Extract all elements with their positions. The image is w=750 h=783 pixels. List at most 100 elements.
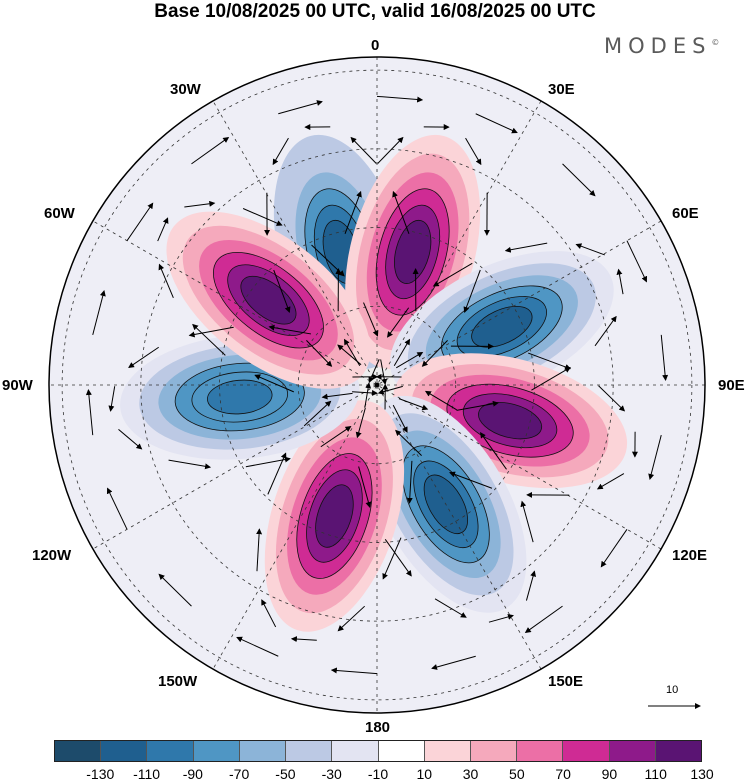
south-pole-marker [374,382,380,388]
lon-label-0: 0 [371,37,380,54]
wind-vector [393,338,411,367]
wind-vector [92,290,106,336]
wind-vector [192,323,226,356]
colorbar-tick-label: -10 [367,766,389,782]
graticule [49,57,705,713]
lon-label-90w: 90W [2,377,33,394]
wind-vector [118,428,143,450]
colorbar-swatch [55,741,102,761]
colorbar-tick-label: 10 [416,766,433,782]
wind-vector [363,302,379,337]
lon-label-120w: 120W [32,547,72,564]
wind-vector [188,326,234,338]
colorbar-swatch [332,741,379,761]
positive-anomaly-center [166,211,371,389]
wind-vector [303,400,332,427]
wind-vector [236,636,279,657]
wind-vector [157,217,169,242]
wind-vector [387,307,410,338]
colorbar-swatch [655,741,702,761]
wind-vector [600,529,628,568]
wind-vector [321,392,353,400]
wind-vector [449,471,493,489]
wind-vector [421,340,448,367]
wind-vector [392,190,410,234]
wind-vector [245,456,291,468]
colorbar [54,740,702,762]
colorbar-swatch [609,741,656,761]
wind-vector [108,386,116,412]
colorbar-swatch [563,741,610,761]
wind-vector [344,190,362,234]
wind-vector [352,389,378,396]
wind-vector [337,344,362,366]
wind-vector [168,459,212,470]
colorbar-swatch [193,741,240,761]
wind-vector [377,136,404,164]
colorbar-tick-label: -110 [133,766,161,782]
colorbar-tick-label: -30 [321,766,342,782]
colorbar-tick-label: 90 [601,766,618,782]
wind-vector [596,473,625,490]
wind-vector [562,163,596,197]
wind-vector [184,200,216,208]
wind-vector [306,340,333,367]
colorbar-tick-label: -70 [229,766,250,782]
wind-vector [598,385,626,412]
colorbar-swatch [378,741,425,761]
wind-vector [528,352,572,370]
wind-vector [85,389,94,436]
wind-vector [272,137,289,166]
positive-anomaly-center [264,400,405,632]
positive-anomaly-center [345,134,481,369]
colorbar-swatch [101,741,148,761]
wind-vector [434,598,467,618]
lon-label-150w: 150W [158,673,198,690]
colorbar-swatch [470,741,518,761]
wind-vector [456,400,499,411]
colorbar-swatch [147,741,194,761]
colorbar-tick-label: -130 [86,766,115,782]
wind-vector [524,605,563,633]
wind-vector [358,466,372,508]
map-boundary [48,56,706,714]
colorbar-tick-label: 30 [462,766,479,782]
wind-vector [350,136,377,164]
wind-vector [463,269,481,313]
wind-vector [377,385,403,395]
wind-vector [267,452,287,495]
wind-vector [575,243,605,256]
wind-vector [398,398,429,411]
wind-vector [256,528,263,572]
wind-vector [320,425,352,448]
wind-vector [520,500,534,543]
wind-vector [431,655,476,670]
wind-vector [376,95,424,103]
wind-vector [128,346,159,369]
wind-vector [337,605,366,632]
wind-vector [290,636,317,643]
wind-vector [158,263,174,298]
wind-vector [273,269,291,313]
wind-vector [488,613,514,623]
wind-vector [395,429,422,456]
wind-vector [242,208,283,226]
wind-vector [660,334,669,381]
lon-label-60w: 60W [44,205,75,222]
wind-vector [616,268,624,295]
wind-vector [311,244,345,277]
wind-vector [648,434,662,480]
colorbar-tick-label: 130 [690,766,714,782]
colorbar-tick-label: 70 [555,766,571,782]
colorbar-swatch [424,741,471,761]
wind-vector [368,359,380,384]
wind-vector [424,390,457,411]
wind-vector [268,324,312,335]
wind-vector [525,570,537,601]
lon-label-150e: 150E [548,673,584,690]
colorbar-tick-label: 110 [644,766,667,782]
wind-vector [465,137,482,166]
colorbar-swatch [239,741,287,761]
lon-label-60e: 60E [672,205,699,222]
modes-logo: MODES© [604,34,720,58]
